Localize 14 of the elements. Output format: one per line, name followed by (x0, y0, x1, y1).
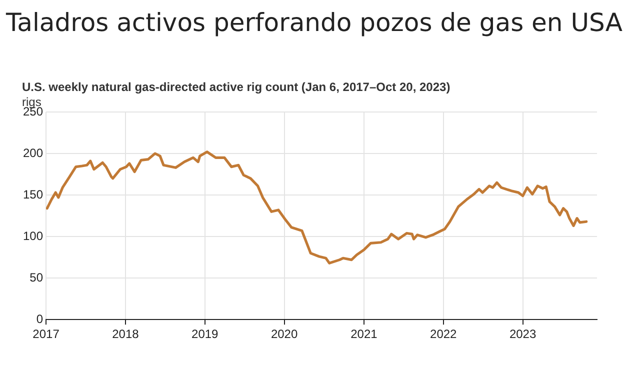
y-tick-label: 100 (22, 228, 44, 243)
y-tick-label: 200 (22, 146, 44, 160)
x-tick-label: 2020 (270, 327, 298, 342)
x-tick-label: 2021 (350, 327, 378, 342)
x-tick-label: 2023 (509, 327, 536, 342)
y-tick-label: 150 (22, 187, 44, 202)
x-tick-label: 2018 (112, 327, 140, 342)
y-tick-label: 50 (30, 270, 44, 284)
x-tick-label: 2022 (430, 327, 458, 342)
x-tick-label: 2017 (32, 327, 60, 342)
chart-title: Taladros activos perforando pozos de gas en USA (6, 8, 622, 37)
y-tick-label: 0 (36, 312, 44, 326)
x-tick-label: 2019 (192, 327, 219, 342)
chart-subtitle: U.S. weekly natural gas-directed active rig count (Jan 6, 2017–Oct 20, 2023) (22, 80, 450, 94)
